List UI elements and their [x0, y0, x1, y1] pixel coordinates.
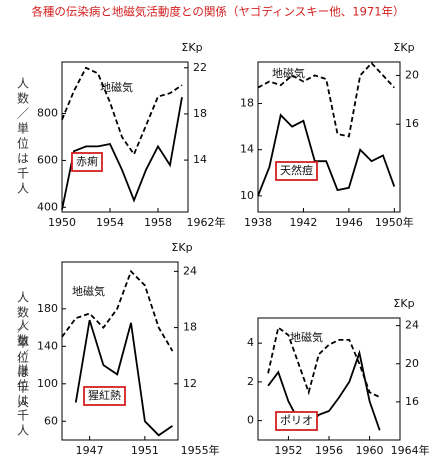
legend-bg: [84, 387, 125, 405]
y2-axis-title: ΣKp: [171, 241, 192, 254]
disease-line: [74, 319, 174, 437]
y2-axis-title: ΣKp: [181, 41, 202, 54]
y2-tick-label: 14: [193, 153, 207, 166]
y-tick-label: 600: [37, 153, 58, 166]
panel: 1947 1951 1955年 60 100 140 180 12 18 24 ΣKp 人数／単位は千…: [16, 241, 220, 457]
legend-label: 地磁気: [272, 66, 305, 80]
figure-title: 各種の伝染病と地磁気活動度との関係（ヤゴディンスキー他、1971年）: [31, 5, 404, 19]
y-tick-label: 4: [247, 336, 254, 349]
legend-label: 赤痢: [76, 154, 98, 168]
x-tick-label: 1962年: [187, 215, 226, 229]
y2-tick-label: 12: [183, 377, 197, 390]
y2-axis-title: ΣKp: [393, 297, 414, 310]
panel: 1950 1954 1958 1962年 400 600 800 14 18 22 ΣKp 人数／単位…: [16, 41, 226, 229]
x-tick-label: 1951: [131, 444, 159, 457]
legend-label: 地磁気: [72, 284, 105, 298]
legend-box: [83, 386, 126, 406]
x-tick-label: 1942: [289, 216, 317, 229]
plot-frame: [61, 261, 179, 441]
x-tick-label: 1950年: [375, 215, 414, 229]
x-tick-label: 1946: [335, 216, 363, 229]
y2-tick-label: 24: [405, 319, 419, 332]
y2-tick-label: 18: [193, 107, 207, 120]
y-tick-label: 14: [240, 143, 254, 156]
y-tick-label: 400: [37, 200, 58, 213]
y2-tick-label: 18: [183, 321, 197, 334]
legend-label: 天然痘: [280, 163, 313, 177]
legend-label: ポリオ: [280, 414, 313, 427]
kp-line: [61, 269, 174, 352]
legend-box: [275, 411, 318, 431]
x-tick-label: 1952: [274, 444, 302, 457]
legend-bg: [276, 412, 317, 430]
x-tick-label: 1947: [76, 444, 104, 457]
legend-label: 猩紅熱: [88, 388, 121, 402]
y-tick-label: 140: [37, 339, 58, 352]
disease-line: [267, 349, 381, 431]
x-tick-label: 1955年: [181, 443, 220, 457]
y-tick-label: 60: [44, 414, 58, 427]
y-tick-label: 10: [240, 189, 254, 202]
legend-label: 地磁気: [290, 330, 323, 344]
x-tick-label: 1956: [315, 444, 343, 457]
y-axis-title: 人数／単位は千人: [16, 291, 30, 411]
disease-line: [257, 113, 396, 197]
kp-line: [267, 325, 381, 398]
legend-box: [71, 152, 103, 172]
legend-label: 地磁気: [100, 80, 133, 94]
y-axis-title: 人数／単位は千人: [16, 319, 30, 439]
y2-tick-label: 16: [405, 395, 419, 408]
x-tick-label: 1954: [96, 216, 124, 229]
x-tick-label: 1964年: [391, 443, 430, 457]
y-tick-label: 100: [37, 377, 58, 390]
legend-box: [275, 161, 318, 181]
legend-bg: [72, 153, 102, 171]
disease-line: [61, 97, 183, 210]
y-tick-label: 18: [240, 97, 254, 110]
kp-line: [61, 66, 183, 157]
legend-bg: [276, 162, 317, 180]
y2-tick-label: 20: [405, 357, 419, 370]
x-tick-label: 1960: [356, 444, 384, 457]
x-tick-label: 1938: [244, 216, 272, 229]
y-tick-label: 800: [37, 107, 58, 120]
y2-tick-label: 22: [193, 61, 207, 74]
y-axis-title: 人数／単位は千人: [16, 77, 30, 197]
plot-frame: [61, 61, 189, 213]
y-tick-label: 0: [247, 414, 254, 427]
y-tick-label: 2: [247, 375, 254, 388]
kp-line: [257, 61, 395, 138]
x-tick-label: 1958: [144, 216, 172, 229]
y2-tick-label: 16: [405, 117, 419, 130]
y-tick-label: 180: [37, 302, 58, 315]
y2-tick-label: 20: [405, 68, 419, 81]
x-tick-label: 1950: [48, 216, 76, 229]
plot-frame: [257, 61, 401, 213]
y2-tick-label: 24: [183, 264, 197, 277]
y2-axis-title: ΣKp: [393, 41, 414, 54]
